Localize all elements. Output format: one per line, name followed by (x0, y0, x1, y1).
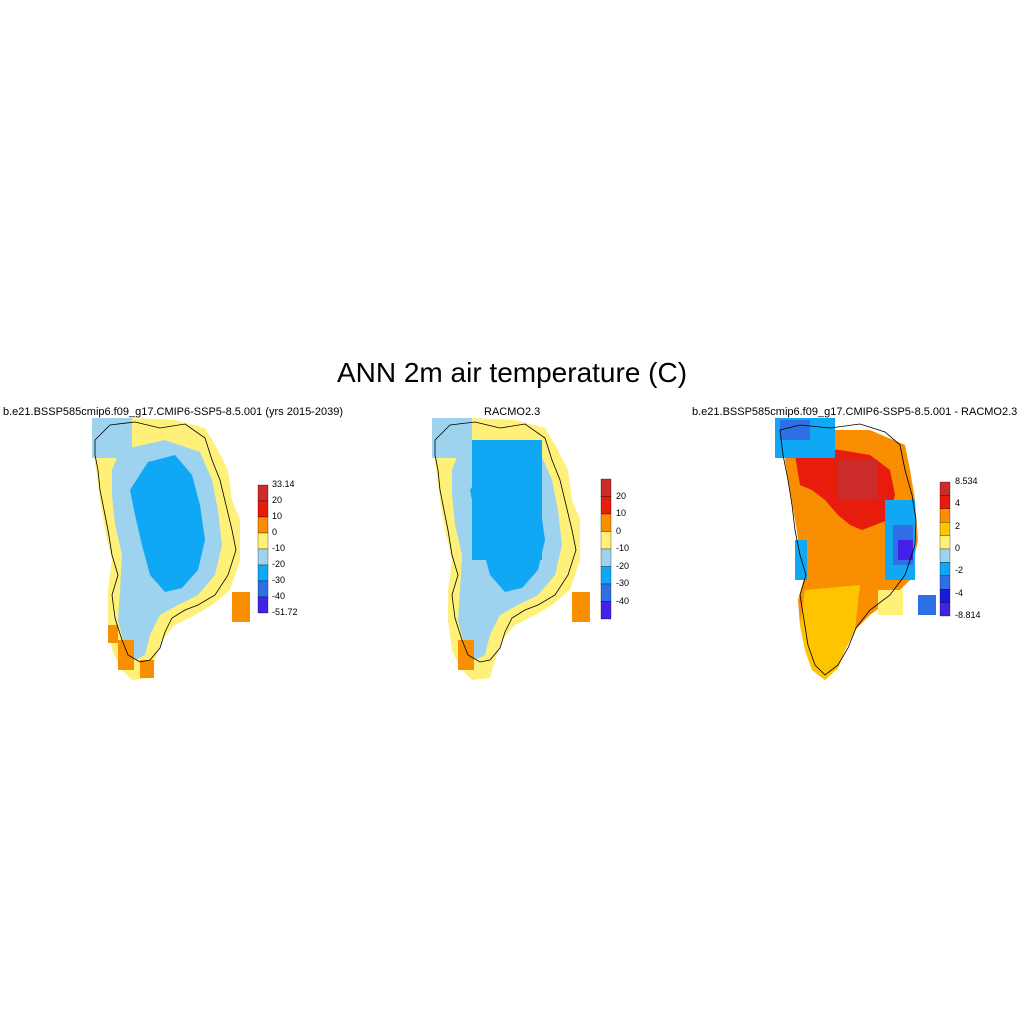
colorbar-box (939, 589, 951, 603)
colorbar-box (257, 500, 269, 518)
orange-edge (140, 660, 154, 678)
colorbar-tick-label: 4 (955, 498, 961, 509)
colorbar-box (600, 566, 612, 585)
colorbar-tick-label: -20 (616, 560, 630, 571)
colorbar-box (257, 564, 269, 582)
colorbar-obs (600, 478, 612, 620)
orange-edge (108, 625, 118, 643)
map-diff (775, 418, 936, 680)
colorbar-tick-label: -10 (272, 543, 286, 553)
island-blue (918, 595, 936, 615)
colorbar-box (939, 481, 951, 496)
island-orange (572, 592, 590, 622)
figure-title: ANN 2m air temperature (C) (336, 357, 688, 388)
colorbar-box (939, 548, 951, 563)
colorbar-tick-label: -51.72 (272, 607, 298, 617)
orange-edge (118, 640, 134, 670)
colorbar-box (939, 562, 951, 576)
orange-edge (458, 640, 474, 670)
colorbar-tick-label: -2 (955, 565, 964, 576)
colorbar-tick-label: 8.534 (955, 476, 978, 486)
colorbar-box (257, 580, 269, 598)
colorbar-tick-label: 20 (616, 490, 627, 501)
colorbar-box (939, 575, 951, 590)
colorbar-box (600, 548, 612, 567)
colorbar-box (257, 484, 269, 502)
colorbar-box (939, 508, 951, 523)
colorbar-box (600, 496, 612, 515)
colorbar-tick-label: 10 (272, 511, 283, 521)
colorbar-box (257, 548, 269, 566)
colorbar-tick-label: -8.814 (955, 610, 981, 620)
colorbar-model (257, 484, 269, 614)
colorbar-diff (939, 481, 951, 617)
colorbar-tick-label: -30 (616, 578, 630, 588)
map-obs (432, 418, 590, 680)
colorbar-tick-label: -30 (272, 575, 286, 585)
colorbar-tick-label: -40 (616, 595, 630, 606)
map-model (92, 418, 250, 680)
colorbar-box (600, 478, 612, 497)
colorbar-box (257, 532, 269, 550)
colorbar-tick-label: -10 (616, 543, 630, 553)
colorbar-box (600, 601, 612, 620)
colorbar-box (600, 583, 612, 602)
colorbar-box (600, 513, 612, 532)
colorbar-box (939, 602, 951, 617)
colorbar-box (257, 516, 269, 534)
colorbar-box (600, 531, 612, 550)
colorbar-tick-label: 0 (955, 543, 961, 553)
colorbar-box (257, 596, 269, 614)
colorbar-tick-label: -20 (272, 559, 286, 569)
colorbar-tick-label: 0 (272, 527, 278, 537)
colorbar-tick-label: 10 (616, 508, 627, 518)
colorbar-tick-label: 2 (955, 520, 961, 531)
colorbar-box (939, 522, 951, 536)
colorbar-tick-label: 20 (272, 495, 283, 505)
panel-title-obs: RACMO2.3 (484, 406, 541, 418)
colorbar-tick-label: 0 (616, 525, 622, 536)
island-orange (232, 592, 250, 622)
colorbar-tick-label: -4 (955, 587, 964, 598)
panel-title-model: b.e21.BSSP585cmip6.f09_g17.CMIP6-SSP5-8.… (3, 406, 343, 418)
panel-title-diff: b.e21.BSSP585cmip6.f09_g17.CMIP6-SSP5-8.… (692, 406, 1018, 418)
colorbar-box (939, 535, 951, 550)
colorbar-tick-label: 33.14 (272, 479, 295, 489)
colorbar-tick-label: -40 (272, 591, 286, 601)
colorbar-box (939, 495, 951, 509)
